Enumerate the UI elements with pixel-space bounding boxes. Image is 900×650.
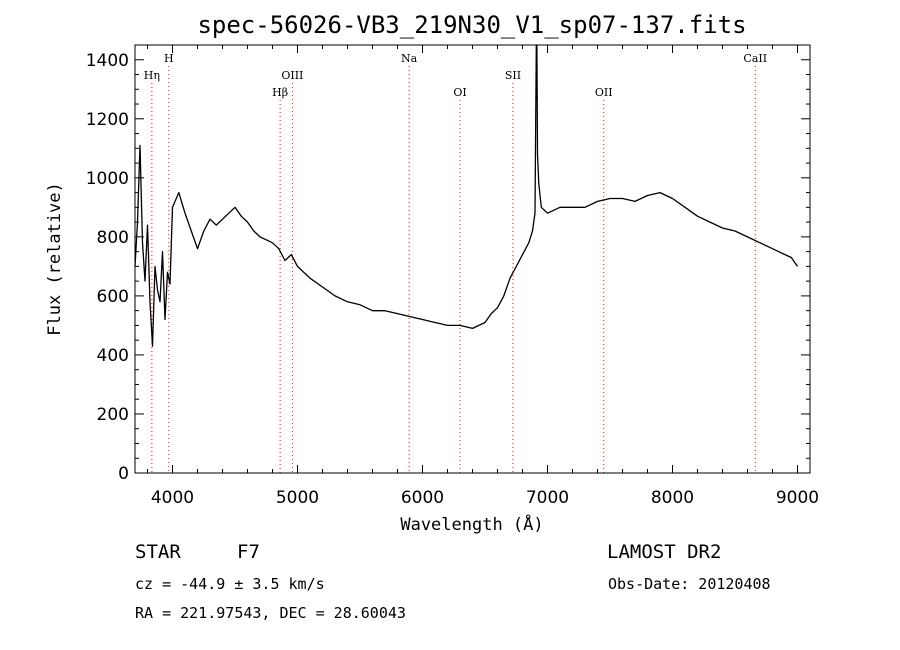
- y-tick-label: 800: [97, 228, 129, 248]
- x-tick-label: 6000: [401, 488, 444, 508]
- plot-frame: [134, 44, 811, 474]
- y-tick-label: 1200: [86, 110, 129, 130]
- y-tick-label: 0: [118, 464, 129, 484]
- x-tick-label: 8000: [651, 488, 694, 508]
- y-tick-label: 1000: [86, 169, 129, 189]
- line-marker-label: CaII: [743, 52, 767, 65]
- survey-release: LAMOST DR2: [607, 541, 722, 563]
- x-axis-title: Wavelength (Å): [400, 513, 543, 535]
- y-tick-label: 1400: [86, 51, 129, 71]
- object-class: STAR: [135, 541, 181, 563]
- x-tick-label: 4000: [151, 488, 194, 508]
- line-marker-label: OI: [453, 86, 466, 99]
- spectrum-line: [134, 44, 799, 347]
- redshift-velocity: cz = -44.9 ± 3.5 km/s: [135, 575, 325, 593]
- x-axis: 4000 5000 6000 7000 8000 9000: [147, 45, 819, 508]
- y-axis-title: Flux (relative): [45, 182, 65, 336]
- x-tick-label: 5000: [276, 488, 319, 508]
- line-marker-label: Hβ: [272, 86, 288, 99]
- line-marker-label: SII: [505, 69, 521, 82]
- emission-line-markers: Hη H Hβ OIII Na OI SII OII CaII: [144, 52, 767, 473]
- y-tick-label: 200: [97, 405, 129, 425]
- line-marker-label: H: [164, 52, 174, 65]
- y-tick-label: 400: [97, 346, 129, 366]
- object-subclass: F7: [237, 541, 260, 563]
- x-tick-label: 9000: [776, 488, 819, 508]
- line-marker-label: Na: [401, 52, 418, 65]
- chart-title: spec-56026-VB3_219N30_V1_sp07-137.fits: [197, 11, 746, 39]
- line-marker-label: OII: [595, 86, 613, 99]
- y-tick-label: 600: [97, 287, 129, 307]
- sky-coordinates: RA = 221.97543, DEC = 28.60043: [135, 604, 406, 622]
- line-marker-label: Hη: [144, 69, 160, 82]
- x-tick-label: 7000: [526, 488, 569, 508]
- line-marker-label: OIII: [281, 69, 303, 82]
- observation-date: Obs-Date: 20120408: [608, 575, 771, 593]
- y-axis: 0 200 400 600 800 1000 1200 1400: [86, 51, 810, 484]
